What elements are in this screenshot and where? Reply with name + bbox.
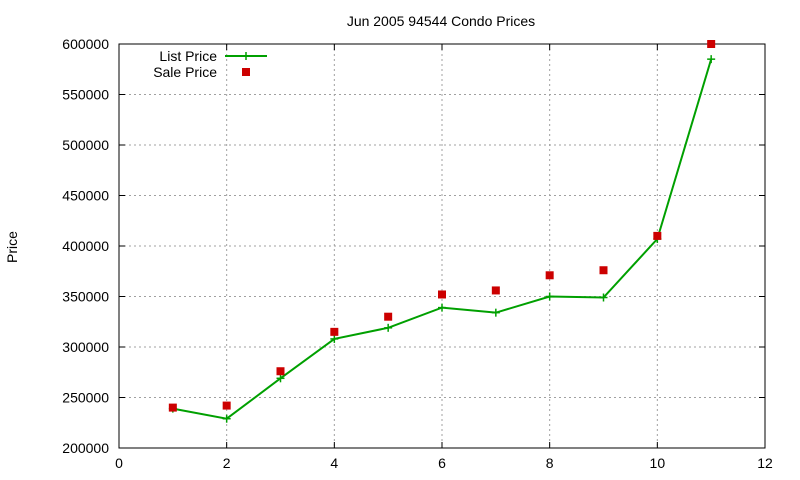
y-tick-label: 600000 xyxy=(62,36,109,52)
sale-price-point xyxy=(545,271,554,280)
sale-price-point xyxy=(491,286,500,295)
sale-price-point xyxy=(653,231,662,240)
x-tick-label: 8 xyxy=(546,455,554,471)
y-tick-label: 550000 xyxy=(62,87,109,103)
sale-price-point xyxy=(599,266,608,275)
chart-title: Jun 2005 94544 Condo Prices xyxy=(347,13,535,29)
y-tick-label: 500000 xyxy=(62,137,109,153)
legend-label-sale-price: Sale Price xyxy=(153,64,217,80)
legend-marker-list-price xyxy=(242,52,250,60)
list-price-point xyxy=(491,308,500,317)
list-price-point xyxy=(599,293,608,302)
sale-price-point xyxy=(168,403,177,412)
series-sale-price xyxy=(168,40,716,412)
series-layer xyxy=(168,40,716,423)
y-tick-label: 250000 xyxy=(62,390,109,406)
sale-price-point xyxy=(276,367,285,376)
legend-label-list-price: List Price xyxy=(159,48,217,64)
legend-swatch-sale-price xyxy=(242,68,250,76)
list-price-point xyxy=(707,55,716,64)
grid-lines xyxy=(119,44,765,448)
x-tick-label: 2 xyxy=(223,455,231,471)
x-tick-label: 4 xyxy=(330,455,338,471)
list-price-point xyxy=(222,414,231,423)
sale-price-point xyxy=(707,40,716,48)
x-tick-label: 12 xyxy=(757,455,773,471)
axis-ticks: 0 2 4 6 8 10 12 200000 250000 300000 350000 400000 4… xyxy=(62,36,773,471)
list-price-point xyxy=(438,303,446,312)
list-price-point xyxy=(330,334,339,343)
y-tick-label: 300000 xyxy=(62,339,109,355)
y-tick-label: 400000 xyxy=(62,238,109,254)
list-price-point xyxy=(545,292,554,301)
sale-price-point xyxy=(438,290,446,299)
y-tick-label: 450000 xyxy=(62,188,109,204)
list-price-point xyxy=(384,323,393,332)
y-tick-label: 350000 xyxy=(62,289,109,305)
x-tick-label: 0 xyxy=(115,455,123,471)
y-axis-label: Price xyxy=(4,231,20,263)
y-tick-label: 200000 xyxy=(62,440,109,456)
x-tick-label: 10 xyxy=(650,455,666,471)
sale-price-point xyxy=(330,327,339,336)
x-tick-label: 6 xyxy=(438,455,446,471)
list-price-point xyxy=(276,374,285,383)
sale-price-point xyxy=(222,401,231,410)
sale-price-point xyxy=(384,312,393,321)
